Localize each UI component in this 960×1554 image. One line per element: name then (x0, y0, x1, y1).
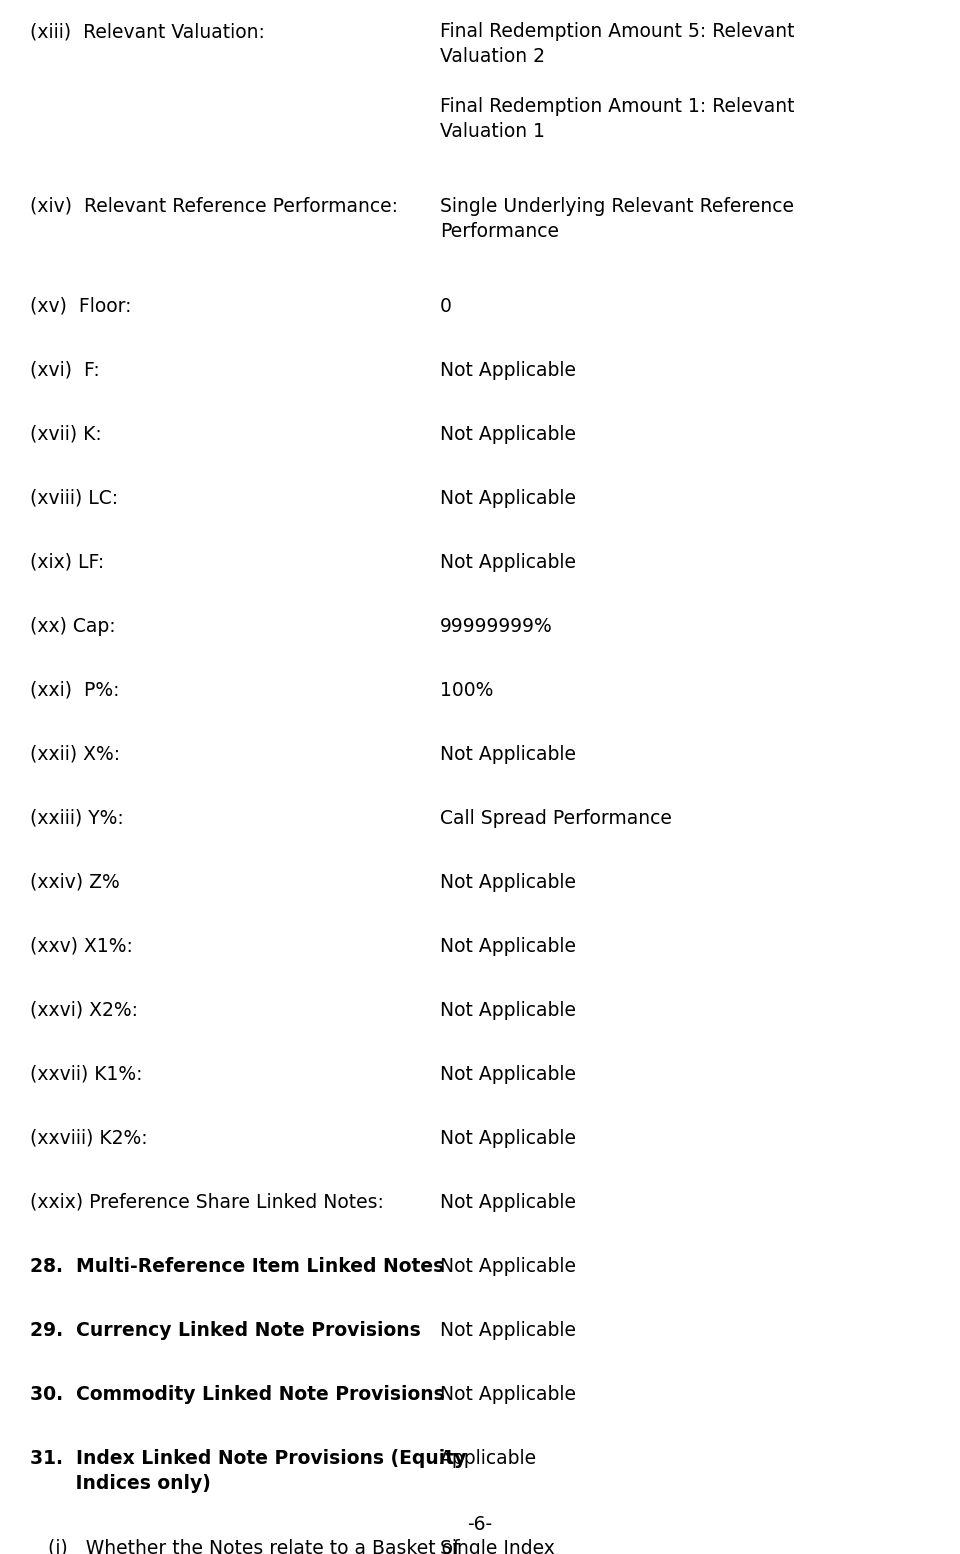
Text: (xxix) Preference Share Linked Notes:: (xxix) Preference Share Linked Notes: (30, 1193, 384, 1212)
Text: Not Applicable: Not Applicable (440, 424, 576, 444)
Text: 30.  Commodity Linked Note Provisions: 30. Commodity Linked Note Provisions (30, 1385, 444, 1403)
Text: Final Redemption Amount 5: Relevant
Valuation 2

Final Redemption Amount 1: Rele: Final Redemption Amount 5: Relevant Valu… (440, 22, 795, 141)
Text: (i)   Whether the Notes relate to a Basket of
          Indices or a single Inde: (i) Whether the Notes relate to a Basket… (30, 1538, 473, 1554)
Text: Not Applicable: Not Applicable (440, 490, 576, 508)
Text: 29.  Currency Linked Note Provisions: 29. Currency Linked Note Provisions (30, 1321, 420, 1340)
Text: (xx) Cap:: (xx) Cap: (30, 617, 115, 636)
Text: 0: 0 (440, 297, 452, 315)
Text: 100%: 100% (440, 681, 493, 699)
Text: (xvi)  F:: (xvi) F: (30, 361, 100, 381)
Text: (xv)  Floor:: (xv) Floor: (30, 297, 132, 315)
Text: Not Applicable: Not Applicable (440, 1001, 576, 1019)
Text: Not Applicable: Not Applicable (440, 1257, 576, 1276)
Text: Not Applicable: Not Applicable (440, 1385, 576, 1403)
Text: (xxviii) K2%:: (xxviii) K2%: (30, 1130, 148, 1148)
Text: Not Applicable: Not Applicable (440, 1130, 576, 1148)
Text: (xxii) X%:: (xxii) X%: (30, 744, 120, 765)
Text: (xxiii) Y%:: (xxiii) Y%: (30, 810, 124, 828)
Text: Not Applicable: Not Applicable (440, 553, 576, 572)
Text: (xxiv) Z%: (xxiv) Z% (30, 873, 120, 892)
Text: 99999999%: 99999999% (440, 617, 553, 636)
Text: (xiv)  Relevant Reference Performance:: (xiv) Relevant Reference Performance: (30, 197, 398, 216)
Text: Applicable: Applicable (440, 1448, 538, 1469)
Text: Single Underlying Relevant Reference
Performance: Single Underlying Relevant Reference Per… (440, 197, 794, 241)
Text: (xviii) LC:: (xviii) LC: (30, 490, 118, 508)
Text: (xxi)  P%:: (xxi) P%: (30, 681, 119, 699)
Text: (xxv) X1%:: (xxv) X1%: (30, 937, 132, 956)
Text: (xix) LF:: (xix) LF: (30, 553, 105, 572)
Text: Not Applicable: Not Applicable (440, 1064, 576, 1085)
Text: Call Spread Performance: Call Spread Performance (440, 810, 672, 828)
Text: -6-: -6- (468, 1515, 492, 1534)
Text: (xxvi) X2%:: (xxvi) X2%: (30, 1001, 138, 1019)
Text: (xiii)  Relevant Valuation:: (xiii) Relevant Valuation: (30, 22, 265, 40)
Text: (xxvii) K1%:: (xxvii) K1%: (30, 1064, 142, 1085)
Text: 28.  Multi-Reference Item Linked Notes: 28. Multi-Reference Item Linked Notes (30, 1257, 444, 1276)
Text: (xvii) K:: (xvii) K: (30, 424, 102, 444)
Text: Not Applicable: Not Applicable (440, 1321, 576, 1340)
Text: Not Applicable: Not Applicable (440, 873, 576, 892)
Text: Not Applicable: Not Applicable (440, 361, 576, 381)
Text: Single Index

Index: OMXS30 Index  (Bloomberg code: Single Index Index: OMXS30 Index (Bloomb… (440, 1538, 813, 1554)
Text: Not Applicable: Not Applicable (440, 937, 576, 956)
Text: Not Applicable: Not Applicable (440, 1193, 576, 1212)
Text: 31.  Index Linked Note Provisions (Equity
       Indices only): 31. Index Linked Note Provisions (Equity… (30, 1448, 467, 1493)
Text: Not Applicable: Not Applicable (440, 744, 576, 765)
